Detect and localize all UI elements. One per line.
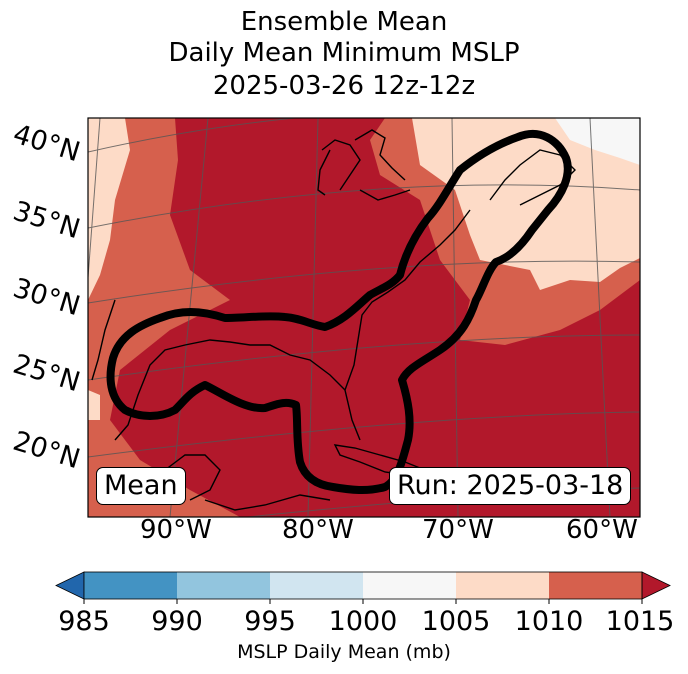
yucatan [164, 454, 221, 501]
contour-outline [106, 129, 572, 494]
meridian-100w [88, 118, 101, 285]
parallel-20n [88, 411, 640, 458]
colorbar-tick-995: 995 [244, 606, 296, 637]
colorbar-tick-1010: 1010 [514, 606, 584, 637]
colorbar-label: MSLP Daily Mean (mb) [237, 641, 451, 663]
meridian-90w [169, 118, 209, 517]
meridian-80w [307, 118, 319, 517]
central-america [204, 494, 331, 511]
colorbar-segment-1010-1015 [549, 572, 642, 599]
parallel-40n [88, 118, 640, 153]
map-area [88, 118, 640, 517]
colorbar-segment-990-995 [177, 572, 270, 599]
colorbar-segment-985-990 [84, 572, 177, 599]
lon-label-90w: 90°W [140, 515, 212, 545]
fill-1000-1005-northeast [555, 118, 640, 165]
lon-label-60w: 60°W [566, 515, 638, 545]
run-date-label-box: Run: 2025-03-18 [389, 467, 632, 505]
map-frame [87, 117, 641, 518]
colorbar [55, 571, 671, 604]
colorbar-under-arrow [55, 571, 85, 600]
colorbar-over-arrow [641, 571, 671, 600]
colorbar-tick-1015: 1015 [605, 606, 675, 637]
colorbar-tick-1000: 1000 [328, 606, 398, 637]
fill-1005-1010-southwest [88, 390, 100, 420]
title-line-1: Ensemble Mean [240, 7, 448, 37]
colorbar-tick-1005: 1005 [421, 606, 491, 637]
title-line-3: 2025-03-26 12z-12z [212, 71, 476, 101]
great-lakes [317, 129, 411, 201]
colorbar-tick-985: 985 [58, 606, 110, 637]
title-line-2: Daily Mean Minimum MSLP [168, 38, 520, 68]
colorbar-segment-995-1000 [270, 572, 363, 599]
lon-label-70w: 70°W [422, 515, 494, 545]
parallel-30n [88, 260, 640, 304]
meridian-60w [589, 118, 611, 517]
colorbar-tick-990: 990 [151, 606, 203, 637]
lon-label-80w: 80°W [282, 515, 354, 545]
fill-1005-1010-west [88, 118, 130, 300]
mexico-west-coast [91, 299, 116, 381]
parallel-25n [88, 334, 640, 381]
gulf-coast [114, 339, 346, 441]
colorbar-segment-1005-1010 [456, 572, 549, 599]
mean-label-box: Mean [96, 467, 186, 505]
colorbar-segment-1000-1005 [363, 572, 456, 599]
